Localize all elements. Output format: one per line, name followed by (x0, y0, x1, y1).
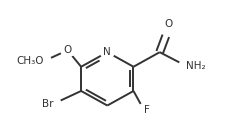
Text: NH₂: NH₂ (186, 61, 205, 71)
Text: CH₃O: CH₃O (17, 56, 44, 66)
Text: Br: Br (43, 99, 54, 109)
Text: F: F (144, 105, 150, 115)
Text: O: O (164, 19, 172, 29)
Text: N: N (103, 47, 111, 57)
Text: O: O (63, 45, 72, 55)
